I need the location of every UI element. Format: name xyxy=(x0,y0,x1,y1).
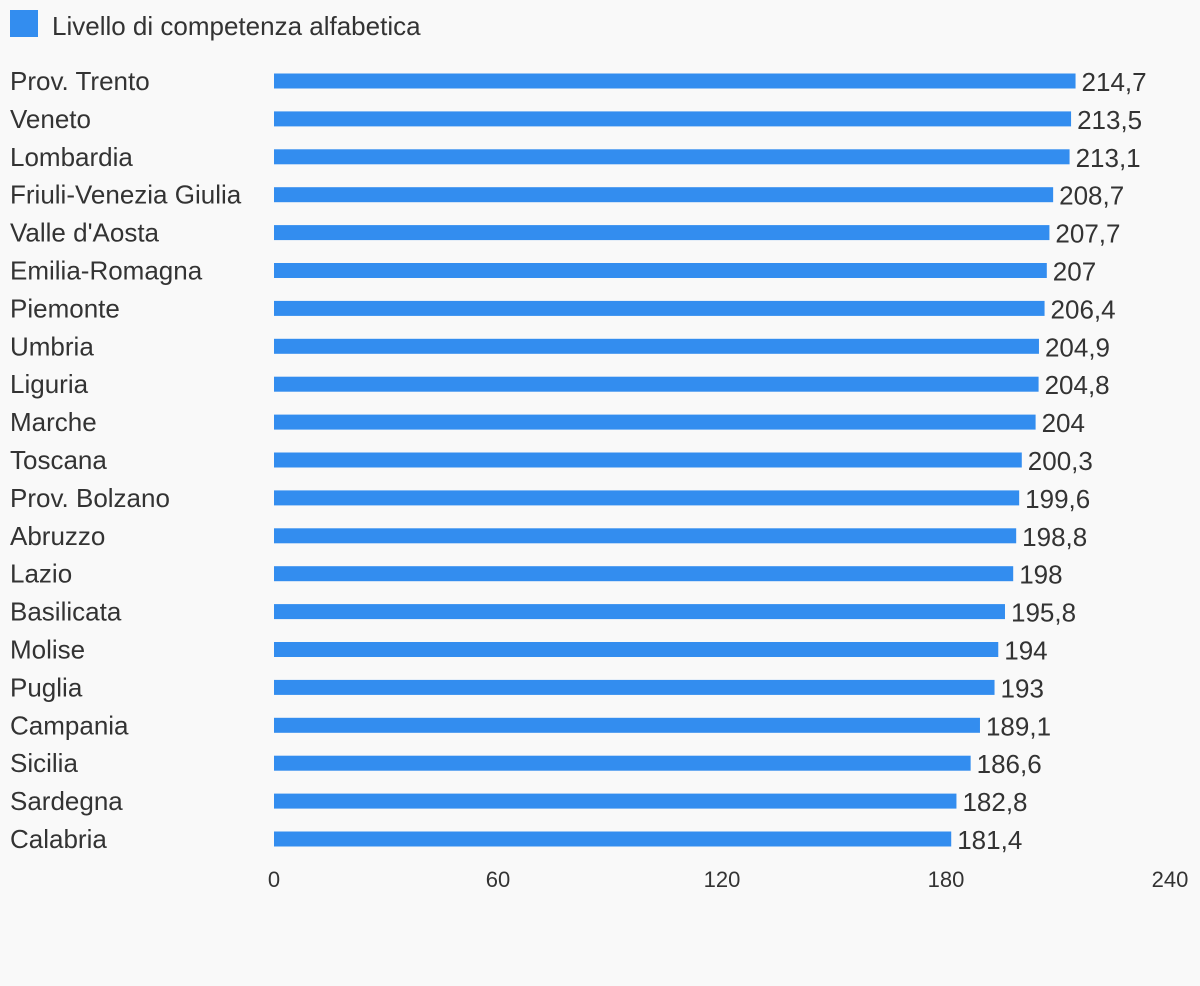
bar[interactable] xyxy=(274,300,1045,316)
value-label: 199,6 xyxy=(1025,484,1090,514)
value-label: 182,8 xyxy=(962,787,1027,817)
category-label: Lazio xyxy=(10,559,72,589)
bar[interactable] xyxy=(274,717,980,733)
category-label: Umbria xyxy=(10,331,94,361)
value-label: 189,1 xyxy=(986,711,1051,741)
bar[interactable] xyxy=(274,604,1005,620)
category-label: Sicilia xyxy=(10,748,78,778)
category-label: Puglia xyxy=(10,672,83,702)
value-label: 195,8 xyxy=(1011,598,1076,628)
bar[interactable] xyxy=(274,376,1039,392)
bar[interactable] xyxy=(274,452,1022,468)
legend-label[interactable]: Livello di competenza alfabetica xyxy=(52,11,421,41)
value-label: 198,8 xyxy=(1022,522,1087,552)
value-label: 186,6 xyxy=(977,749,1042,779)
bar[interactable] xyxy=(274,528,1017,544)
bar[interactable] xyxy=(274,111,1072,127)
bar[interactable] xyxy=(274,414,1036,430)
category-label: Piemonte xyxy=(10,293,120,323)
value-label: 204,8 xyxy=(1045,370,1110,400)
value-label: 193 xyxy=(1001,673,1044,703)
value-label: 194 xyxy=(1004,636,1047,666)
category-label: Marche xyxy=(10,407,97,437)
legend-swatch[interactable] xyxy=(10,10,38,37)
category-label: Lombardia xyxy=(10,142,133,172)
x-tick-label: 180 xyxy=(928,867,965,892)
value-label: 204,9 xyxy=(1045,332,1110,362)
category-label: Molise xyxy=(10,635,85,665)
bar[interactable] xyxy=(274,338,1039,354)
x-tick-label: 60 xyxy=(486,867,510,892)
category-label: Abruzzo xyxy=(10,521,105,551)
value-label: 181,4 xyxy=(957,825,1022,855)
value-label: 206,4 xyxy=(1051,294,1116,324)
value-label: 213,1 xyxy=(1076,143,1141,173)
bar[interactable] xyxy=(274,490,1020,506)
category-label: Basilicata xyxy=(10,597,122,627)
bar[interactable] xyxy=(274,149,1070,165)
bar[interactable] xyxy=(274,642,999,657)
value-label: 207,7 xyxy=(1055,219,1120,249)
category-label: Liguria xyxy=(10,369,89,399)
value-label: 214,7 xyxy=(1082,67,1147,97)
bar[interactable] xyxy=(274,755,971,771)
category-label: Veneto xyxy=(10,104,91,134)
x-tick-label: 0 xyxy=(268,867,280,892)
category-label: Sardegna xyxy=(10,786,123,816)
x-tick-label: 240 xyxy=(1152,867,1189,892)
bar[interactable] xyxy=(274,73,1076,89)
bar[interactable] xyxy=(274,793,957,809)
x-axis: 0 60 120 180 240 xyxy=(268,867,1188,892)
category-label: Prov. Bolzano xyxy=(10,483,170,513)
bar[interactable] xyxy=(274,225,1050,241)
value-label: 208,7 xyxy=(1059,181,1124,211)
bar[interactable] xyxy=(274,831,952,847)
bar[interactable] xyxy=(274,263,1047,278)
value-label: 207 xyxy=(1053,257,1096,287)
value-label: 200,3 xyxy=(1028,446,1093,476)
bar[interactable] xyxy=(274,566,1014,582)
bars-group: Prov. Trento 214,7 Veneto 213,5 Lombardia 213… xyxy=(10,66,1147,855)
bar[interactable] xyxy=(274,187,1054,203)
category-label: Prov. Trento xyxy=(10,66,150,96)
x-tick-label: 120 xyxy=(704,867,741,892)
bar[interactable] xyxy=(274,679,995,695)
category-label: Friuli-Venezia Giulia xyxy=(10,180,242,210)
category-label: Emilia-Romagna xyxy=(10,256,203,286)
category-label: Valle d'Aosta xyxy=(10,218,160,248)
value-label: 213,5 xyxy=(1077,105,1142,135)
value-label: 198 xyxy=(1019,560,1062,590)
category-label: Calabria xyxy=(10,824,107,854)
category-label: Campania xyxy=(10,710,129,740)
value-label: 204 xyxy=(1042,408,1085,438)
category-label: Toscana xyxy=(10,445,107,475)
